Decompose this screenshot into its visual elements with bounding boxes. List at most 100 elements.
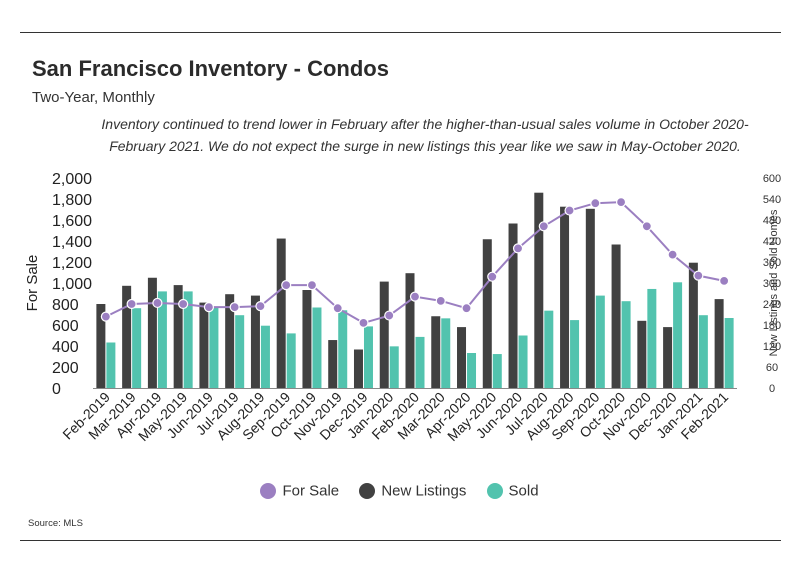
bar-sold	[415, 336, 425, 388]
bar-sold	[132, 308, 142, 388]
point-for-sale	[178, 298, 189, 310]
chart-subtitle: Two-Year, Monthly	[32, 89, 155, 106]
point-for-sale	[667, 249, 678, 260]
point-for-sale	[306, 280, 318, 291]
bar-sold	[518, 335, 528, 388]
bar-sold	[467, 353, 477, 388]
bar-new-listings	[637, 320, 647, 388]
bar-sold	[570, 320, 580, 388]
bar-sold	[724, 318, 734, 388]
legend-label-for-sale: For Sale	[282, 482, 340, 500]
bar-sold	[338, 310, 348, 388]
point-for-sale	[564, 205, 575, 216]
point-for-sale	[229, 302, 240, 313]
bar-sold	[621, 301, 631, 388]
bar-new-listings	[611, 244, 621, 388]
bar-new-listings	[328, 340, 338, 388]
point-for-sale	[461, 303, 472, 314]
y-tick-label: 400	[52, 339, 79, 356]
source-note: Source: MLS	[28, 518, 83, 529]
bar-new-listings	[482, 239, 492, 388]
bar-new-listings	[534, 192, 544, 388]
y-tick-label: 0	[52, 381, 61, 398]
bar-new-listings	[508, 223, 518, 388]
bar-sold	[183, 291, 193, 388]
bar-new-listings	[353, 349, 363, 388]
bar-sold	[544, 310, 554, 388]
y2-tick-label: 120	[763, 341, 781, 353]
point-for-sale	[100, 311, 111, 322]
legend-item-for-sale: For Sale	[260, 482, 339, 500]
bar-new-listings	[585, 208, 595, 388]
bar-new-listings	[199, 302, 209, 388]
y2-axis-title: New Listings and Sold Homes	[768, 209, 780, 356]
bar-new-listings	[173, 285, 183, 388]
line-for-sale	[105, 201, 725, 324]
bar-sold	[209, 307, 219, 388]
bar-new-listings	[147, 277, 157, 388]
y2-tick-label: 540	[763, 194, 781, 206]
bar-sold	[441, 318, 451, 388]
y-tick-label: 2,000	[52, 171, 92, 188]
point-for-sale	[203, 302, 215, 313]
bar-new-listings	[122, 285, 132, 388]
point-for-sale	[255, 301, 266, 312]
point-for-sale	[641, 221, 652, 232]
point-for-sale	[487, 271, 498, 282]
bar-sold	[698, 315, 708, 388]
top-rule	[20, 32, 781, 33]
bar-sold	[492, 354, 502, 388]
point-for-sale	[538, 221, 549, 232]
legend-swatch-for-sale	[260, 483, 277, 500]
point-for-sale	[590, 198, 601, 209]
y-tick-label: 200	[52, 360, 79, 377]
bar-new-listings	[714, 299, 724, 388]
y-tick-label: 1,200	[52, 255, 92, 272]
bar-sold	[157, 291, 167, 388]
y-tick-label: 1,800	[52, 192, 92, 209]
y2-tick-label: 60	[766, 362, 778, 374]
bar-sold	[235, 315, 245, 388]
point-for-sale	[281, 280, 292, 291]
y2-tick-label: 360	[763, 257, 781, 269]
bar-sold	[286, 333, 296, 388]
point-for-sale	[719, 275, 730, 286]
bar-sold	[363, 326, 373, 388]
legend: For Sale New Listings Sold	[0, 482, 799, 500]
point-for-sale	[384, 310, 395, 321]
bar-new-listings	[96, 304, 106, 388]
bar-new-listings	[560, 206, 570, 388]
bar-new-listings	[431, 316, 441, 388]
bar-sold	[595, 295, 605, 388]
bar-sold	[647, 288, 657, 388]
y2-tick-label: 180	[763, 320, 781, 332]
bar-sold	[312, 307, 322, 388]
point-for-sale	[615, 197, 627, 208]
point-for-sale	[152, 297, 163, 309]
point-for-sale	[512, 243, 524, 254]
bar-new-listings	[250, 295, 260, 388]
y2-tick-label: 420	[763, 236, 781, 248]
point-for-sale	[358, 317, 369, 328]
bar-new-listings	[688, 262, 698, 388]
legend-item-new-listings: New Listings	[359, 482, 466, 500]
y2-tick-label: 600	[763, 173, 781, 185]
bar-new-listings	[302, 290, 312, 388]
legend-swatch-sold	[486, 483, 503, 500]
y-tick-label: 800	[52, 297, 79, 314]
y-tick-label: 1,000	[52, 276, 92, 293]
bar-sold	[260, 325, 270, 388]
bar-new-listings	[663, 327, 673, 388]
chart-title: San Francisco Inventory - Condos	[32, 56, 389, 81]
legend-label-new-listings: New Listings	[381, 482, 467, 500]
bar-sold	[106, 342, 116, 388]
legend-swatch-new-listings	[359, 483, 376, 500]
bar-new-listings	[379, 281, 389, 388]
chart-note: Inventory continued to trend lower in Fe…	[101, 116, 749, 154]
y-tick-label: 1,400	[52, 234, 92, 251]
legend-item-sold: Sold	[486, 482, 539, 500]
legend-label-sold: Sold	[508, 482, 539, 500]
point-for-sale	[693, 270, 704, 281]
bar-sold	[389, 346, 399, 388]
